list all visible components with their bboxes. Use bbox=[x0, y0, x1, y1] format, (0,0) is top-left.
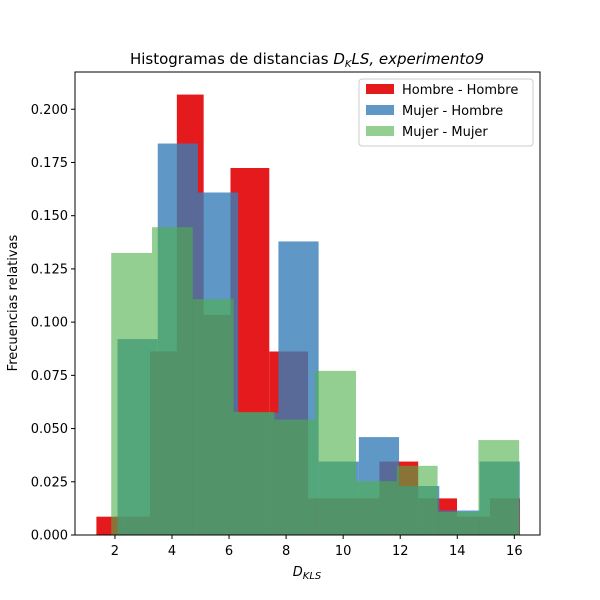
bar-s2-b0 bbox=[111, 252, 153, 535]
y-tick-label-2: 0.050 bbox=[31, 422, 68, 437]
bar-s2-b6 bbox=[356, 481, 397, 535]
legend-label-1: Mujer - Hombre bbox=[402, 104, 503, 119]
axes-frame bbox=[74, 71, 541, 536]
ticks-layer: 2 4 6 8 10 12 14 16 0.000 0.025 0.050 0.075 0.100 0.1… bbox=[31, 103, 523, 559]
y-tick-label-5: 0.125 bbox=[31, 262, 68, 277]
bar-s2-b9 bbox=[478, 440, 520, 535]
y-tick-label-8: 0.200 bbox=[31, 103, 68, 118]
x-tick-label-6: 14 bbox=[449, 544, 466, 559]
bar-s2-b3 bbox=[233, 411, 275, 535]
x-tick-label-2: 6 bbox=[225, 544, 233, 559]
y-axis-label: Frecuencias relativas bbox=[6, 234, 21, 371]
x-tick-label-5: 12 bbox=[392, 544, 409, 559]
x-tick-label-3: 8 bbox=[282, 544, 290, 559]
bar-s2-b1 bbox=[152, 227, 193, 535]
chart-title: Histogramas de distancias DKLS, experime… bbox=[130, 50, 484, 70]
bar-s2-b4 bbox=[274, 419, 316, 535]
y-tick-label-1: 0.025 bbox=[31, 475, 68, 490]
x-axis-label: DKLS bbox=[293, 565, 322, 582]
bar-s2-b2 bbox=[192, 299, 234, 535]
x-tick-label-0: 2 bbox=[111, 544, 119, 559]
x-tick-label-7: 16 bbox=[506, 544, 523, 559]
bar-s2-b5 bbox=[315, 370, 356, 535]
y-tick-label-7: 0.175 bbox=[31, 156, 68, 171]
bar-s2-b8 bbox=[437, 512, 479, 535]
legend-label-0: Hombre - Hombre bbox=[402, 83, 518, 98]
y-tick-label-6: 0.150 bbox=[31, 209, 68, 224]
legend-swatch-1 bbox=[366, 105, 394, 115]
legend-swatch-0 bbox=[366, 84, 394, 94]
x-tick-label-1: 4 bbox=[168, 544, 176, 559]
legend-label-2: Mujer - Mujer bbox=[402, 125, 488, 140]
bars-layer bbox=[96, 94, 521, 536]
legend-swatch-2 bbox=[366, 126, 394, 136]
legend: Hombre - Hombre Mujer - Hombre Mujer - Muj… bbox=[358, 78, 534, 147]
y-tick-label-4: 0.100 bbox=[31, 316, 68, 331]
bar-s2-b7 bbox=[396, 465, 438, 535]
x-tick-label-4: 10 bbox=[335, 544, 352, 559]
y-tick-label-0: 0.000 bbox=[31, 529, 68, 544]
y-tick-label-3: 0.075 bbox=[31, 369, 68, 384]
legend-box bbox=[358, 78, 534, 147]
